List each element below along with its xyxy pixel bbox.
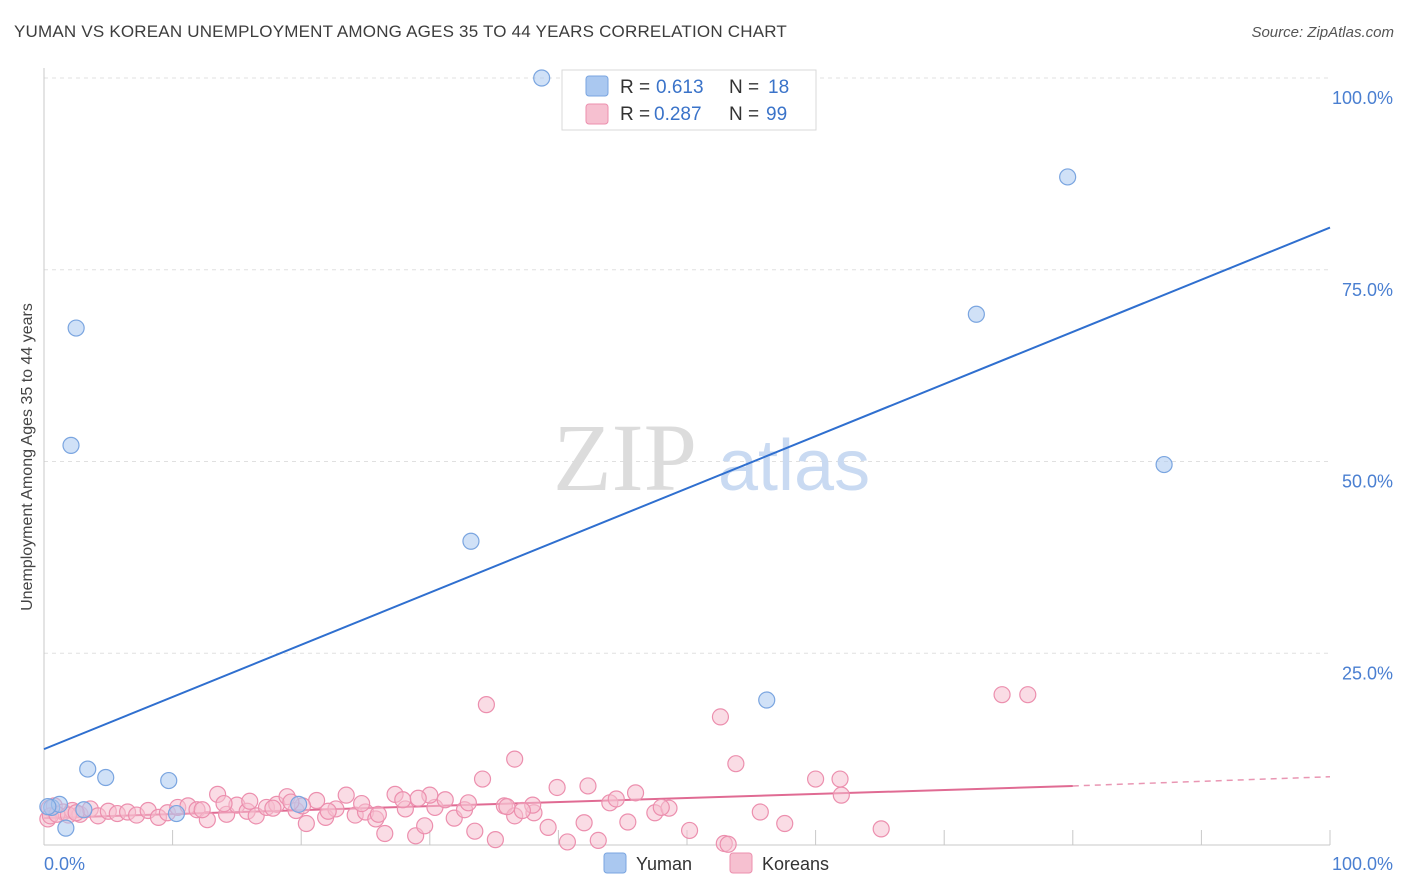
point-yuman — [967, 305, 985, 323]
stats-n-value-yuman: 18 — [768, 77, 789, 98]
point-koreans — [466, 822, 484, 840]
point-yuman — [462, 532, 480, 550]
point-koreans — [727, 755, 745, 773]
point-yuman — [75, 801, 93, 819]
point-yuman — [79, 760, 97, 778]
stats-r-label-yuman: R = — [620, 77, 650, 98]
point-yuman — [1059, 168, 1077, 186]
point-koreans — [513, 801, 531, 820]
point-koreans — [506, 750, 524, 768]
point-yuman — [97, 768, 115, 787]
trendline-koreans — [43, 784, 1073, 820]
point-koreans — [369, 805, 387, 823]
point-koreans — [376, 824, 394, 843]
y-tick-label: 50.0% — [1342, 472, 1393, 492]
point-koreans — [831, 770, 849, 788]
watermark: ZIP atlas — [553, 404, 870, 511]
point-koreans — [353, 794, 371, 813]
point-yuman — [160, 771, 178, 790]
point-koreans — [337, 786, 355, 804]
point-koreans — [751, 803, 769, 821]
point-koreans — [241, 792, 259, 810]
point-koreans — [711, 708, 730, 726]
point-koreans — [719, 835, 737, 853]
point-koreans — [993, 686, 1011, 704]
point-koreans — [409, 789, 427, 807]
point-yuman — [533, 69, 551, 87]
point-koreans — [215, 794, 233, 813]
trendlines — [43, 226, 1331, 820]
point-koreans — [416, 817, 434, 835]
y-tick-label: 100.0% — [1332, 88, 1393, 108]
trendline-yuman — [43, 226, 1331, 751]
point-koreans — [832, 786, 850, 804]
point-koreans — [626, 784, 645, 802]
point-yuman — [62, 436, 80, 454]
chart-title: YUMAN VS KOREAN UNEMPLOYMENT AMONG AGES … — [14, 22, 787, 41]
legend-label-koreans: Koreans — [762, 854, 829, 874]
point-koreans — [477, 696, 495, 714]
point-koreans — [548, 778, 566, 797]
legend-swatch-koreans — [729, 852, 753, 874]
point-koreans — [297, 814, 315, 833]
point-yuman — [290, 795, 308, 813]
stats-n-label-koreans: N = — [729, 104, 759, 125]
point-koreans — [619, 813, 637, 831]
point-koreans — [872, 820, 890, 838]
trendline-dashed-koreans — [1072, 775, 1331, 787]
y-tick-label: 25.0% — [1342, 663, 1393, 683]
x-tick-label: 100.0% — [1332, 854, 1393, 874]
stats-r-value-koreans: 0.287 — [654, 104, 702, 125]
point-koreans — [539, 818, 557, 836]
stats-box: R = 0.613 N = 18 R = 0.287 N = 99 — [561, 69, 817, 131]
point-yuman — [167, 804, 186, 823]
point-koreans — [459, 794, 477, 812]
stats-n-value-koreans: 99 — [766, 104, 787, 125]
point-yuman — [758, 691, 776, 709]
point-koreans — [652, 798, 670, 817]
point-koreans — [776, 814, 794, 833]
point-koreans — [806, 770, 825, 788]
stats-n-label-yuman: N = — [729, 77, 759, 98]
point-koreans — [558, 833, 577, 851]
point-koreans — [319, 802, 337, 820]
point-koreans — [473, 770, 492, 788]
point-koreans — [1019, 686, 1037, 704]
point-koreans — [589, 831, 607, 849]
point-koreans — [486, 831, 504, 849]
point-koreans — [264, 799, 282, 817]
point-koreans — [436, 791, 454, 809]
stats-swatch-yuman — [585, 75, 609, 97]
point-koreans — [607, 790, 625, 808]
point-koreans — [575, 814, 593, 832]
stats-r-label-koreans: R = — [620, 104, 650, 125]
axes — [43, 68, 1330, 846]
legend-label-yuman: Yuman — [636, 854, 692, 874]
point-koreans — [579, 777, 597, 795]
legend: Yuman Koreans — [603, 852, 829, 874]
point-yuman — [1155, 455, 1173, 474]
point-koreans — [193, 801, 211, 819]
tick-labels: 25.0% 50.0% 75.0% 100.0% 0.0% 100.0% — [44, 88, 1393, 874]
data-points — [39, 69, 1173, 853]
point-koreans — [394, 791, 412, 809]
point-koreans — [680, 821, 699, 840]
point-yuman — [57, 819, 75, 837]
y-tick-label: 75.0% — [1342, 280, 1393, 300]
x-tick-label: 0.0% — [44, 854, 85, 874]
stats-r-value-yuman: 0.613 — [656, 77, 704, 98]
stats-swatch-koreans — [585, 103, 609, 125]
point-yuman — [67, 319, 85, 337]
watermark-zip: ZIP — [553, 404, 697, 511]
point-yuman — [39, 798, 57, 816]
point-koreans — [498, 798, 516, 816]
legend-swatch-yuman — [603, 852, 627, 874]
source-attribution: Source: ZipAtlas.com — [1251, 24, 1394, 41]
